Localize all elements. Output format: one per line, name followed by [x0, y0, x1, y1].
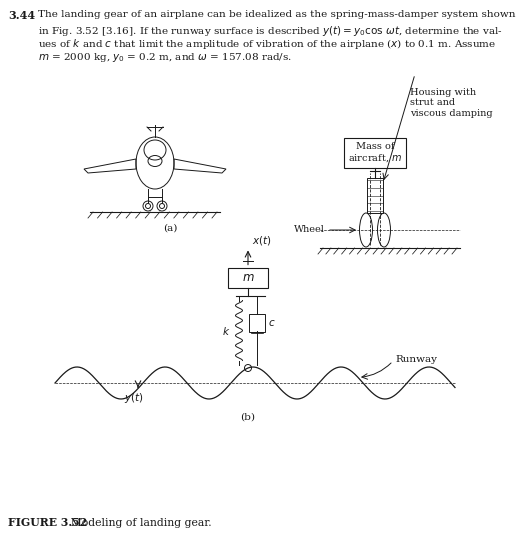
- Text: Mass of
aircraft, $m$: Mass of aircraft, $m$: [348, 142, 402, 164]
- Text: $k$: $k$: [222, 324, 230, 336]
- Text: $x(t)$: $x(t)$: [252, 233, 271, 247]
- Text: Runway: Runway: [395, 355, 437, 363]
- Bar: [344, 138, 406, 168]
- Text: 3.44: 3.44: [8, 10, 35, 21]
- Text: Housing with
strut and
viscous damping: Housing with strut and viscous damping: [410, 88, 493, 118]
- Text: in Fig. 3.52 [3.16]. If the runway surface is described $y(t) = y_0 \cos\,\omega: in Fig. 3.52 [3.16]. If the runway surfa…: [38, 24, 503, 37]
- Bar: [228, 267, 268, 288]
- Text: $c$: $c$: [268, 317, 276, 328]
- Text: $m$: $m$: [241, 271, 254, 284]
- Text: Wheel: Wheel: [294, 225, 325, 235]
- Text: FIGURE 3.52: FIGURE 3.52: [8, 517, 87, 528]
- Text: Modeling of landing gear.: Modeling of landing gear.: [60, 518, 212, 528]
- Text: The landing gear of an airplane can be idealized as the spring-mass-damper syste: The landing gear of an airplane can be i…: [38, 10, 515, 19]
- Text: $m$ = 2000 kg, $y_0$ = 0.2 m, and $\omega$ = 157.08 rad/s.: $m$ = 2000 kg, $y_0$ = 0.2 m, and $\omeg…: [38, 50, 292, 64]
- Text: $y(t)$: $y(t)$: [124, 391, 144, 405]
- Text: (a): (a): [163, 224, 177, 233]
- Text: ues of $k$ and $c$ that limit the amplitude of vibration of the airplane ($x$) t: ues of $k$ and $c$ that limit the amplit…: [38, 37, 496, 51]
- Bar: [367, 178, 383, 213]
- Bar: [249, 313, 265, 332]
- Text: (b): (b): [240, 413, 255, 422]
